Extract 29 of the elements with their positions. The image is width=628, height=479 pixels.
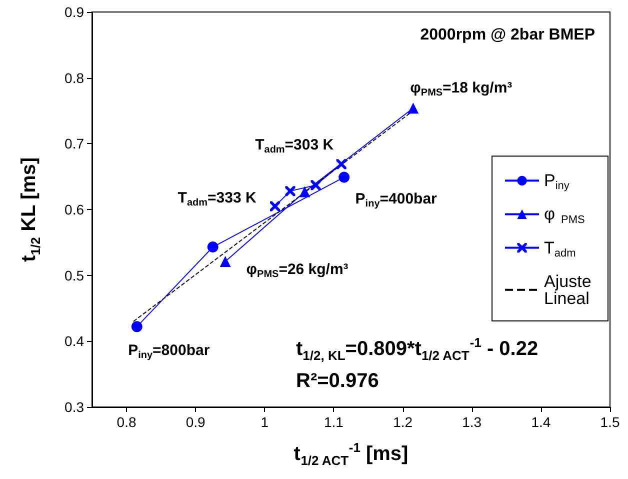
- x-tick-label: 1.5: [600, 414, 620, 430]
- y-tick-label: 0.5: [64, 267, 84, 284]
- x-tick-label: 1.1: [324, 414, 344, 430]
- x-tick-label: 1: [260, 414, 269, 430]
- y-tick-label: 0.4: [64, 333, 84, 350]
- point: [270, 201, 280, 212]
- y-axis-title: t1/2 KL [ms]: [18, 157, 43, 262]
- annotation: R²=0.976: [296, 370, 379, 392]
- y-tick-label: 0.3: [64, 399, 84, 415]
- point: [220, 256, 231, 268]
- x-tick-label: 1.2: [393, 414, 413, 430]
- y-tick-label: 0.7: [64, 136, 84, 152]
- x-tick-label: 0.8: [116, 414, 136, 430]
- x-tick-label: 1.4: [531, 414, 551, 430]
- point: [310, 180, 321, 190]
- point: [299, 186, 310, 198]
- point: [285, 186, 296, 196]
- y-tick-label: 0.6: [64, 202, 84, 218]
- point: [207, 242, 218, 253]
- text: 2000rpm @ 2bar BMEP: [420, 26, 596, 44]
- point: [338, 172, 350, 183]
- point: [336, 159, 346, 170]
- x-tick-label: 0.9: [186, 414, 206, 430]
- point: [131, 321, 142, 332]
- y-tick-label: 0.8: [64, 70, 84, 86]
- legend-label: Ajuste Lineal: [544, 272, 596, 308]
- y-tick-label: 0.9: [64, 4, 84, 20]
- x-tick-label: 1.3: [462, 414, 482, 430]
- point: [408, 102, 419, 114]
